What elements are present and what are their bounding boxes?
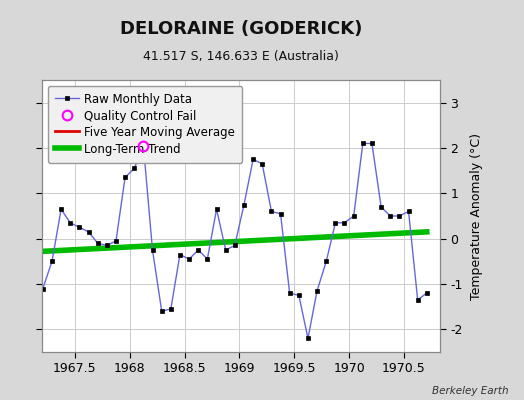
Raw Monthly Data	[277, 211, 283, 216]
Raw Monthly Data	[94, 241, 101, 246]
Raw Monthly Data	[223, 248, 229, 252]
Raw Monthly Data	[387, 214, 394, 218]
Raw Monthly Data	[341, 220, 347, 225]
Raw Monthly Data	[232, 243, 238, 248]
Raw Monthly Data	[213, 207, 220, 212]
Raw Monthly Data	[21, 291, 28, 296]
Raw Monthly Data	[104, 243, 110, 248]
Raw Monthly Data	[259, 162, 265, 166]
Raw Monthly Data	[30, 275, 37, 280]
Raw Monthly Data	[250, 157, 256, 162]
Raw Monthly Data	[423, 291, 430, 296]
Raw Monthly Data	[351, 214, 357, 218]
Raw Monthly Data	[314, 288, 320, 293]
Raw Monthly Data	[131, 166, 137, 171]
Raw Monthly Data	[241, 202, 247, 207]
Raw Monthly Data	[186, 257, 192, 262]
Raw Monthly Data	[296, 293, 302, 298]
Legend: Raw Monthly Data, Quality Control Fail, Five Year Moving Average, Long-Term Tren: Raw Monthly Data, Quality Control Fail, …	[48, 86, 243, 163]
Raw Monthly Data	[323, 259, 330, 264]
Raw Monthly Data	[49, 259, 55, 264]
Raw Monthly Data	[140, 143, 147, 148]
Raw Monthly Data	[195, 248, 201, 252]
Raw Monthly Data	[159, 309, 165, 314]
Raw Monthly Data	[414, 298, 421, 302]
Raw Monthly Data	[168, 306, 174, 311]
Raw Monthly Data	[77, 225, 83, 230]
Raw Monthly Data	[305, 336, 311, 341]
Raw Monthly Data	[332, 220, 339, 225]
Raw Monthly Data	[85, 230, 92, 234]
Raw Monthly Data	[287, 291, 293, 296]
Text: Berkeley Earth: Berkeley Earth	[432, 386, 508, 396]
Raw Monthly Data	[396, 214, 402, 218]
Line: Raw Monthly Data: Raw Monthly Data	[23, 142, 429, 340]
Raw Monthly Data	[369, 141, 375, 146]
Raw Monthly Data	[149, 248, 156, 252]
Y-axis label: Temperature Anomaly (°C): Temperature Anomaly (°C)	[470, 132, 483, 300]
Text: DELORAINE (GODERICK): DELORAINE (GODERICK)	[120, 20, 362, 38]
Raw Monthly Data	[113, 238, 119, 243]
Raw Monthly Data	[406, 209, 412, 214]
Text: 41.517 S, 146.633 E (Australia): 41.517 S, 146.633 E (Australia)	[143, 50, 339, 63]
Raw Monthly Data	[204, 257, 211, 262]
Raw Monthly Data	[67, 220, 73, 225]
Raw Monthly Data	[378, 204, 384, 209]
Raw Monthly Data	[177, 252, 183, 257]
Raw Monthly Data	[122, 175, 128, 180]
Raw Monthly Data	[268, 209, 275, 214]
Raw Monthly Data	[359, 141, 366, 146]
Raw Monthly Data	[40, 286, 46, 291]
Raw Monthly Data	[58, 207, 64, 212]
